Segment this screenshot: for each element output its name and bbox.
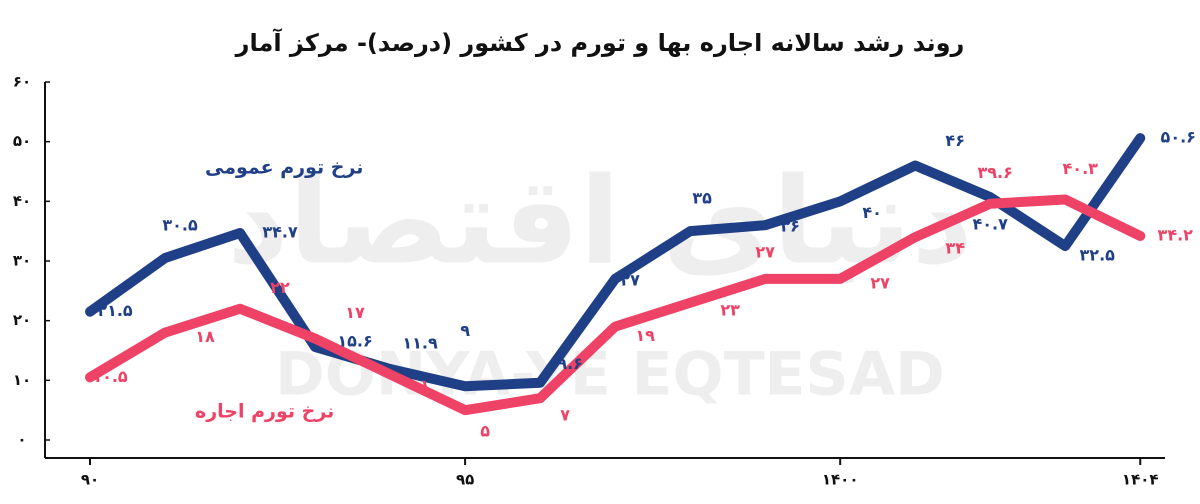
data-label: ۲۷ — [755, 242, 775, 261]
data-label: ۱۵.۶ — [337, 331, 372, 350]
y-tick-label: ۶۰ — [13, 73, 31, 91]
data-label: ۱۷ — [345, 303, 365, 322]
x-tick-label: ۹۵ — [456, 471, 474, 489]
data-label: ۵ — [480, 422, 490, 441]
y-tick-label: ۲۰ — [13, 311, 31, 329]
x-tick-label: ۱۴۰۴ — [1122, 471, 1159, 489]
data-label: ۳۴.۲ — [1158, 225, 1194, 244]
data-label: ۲۲ — [270, 278, 290, 297]
y-tick-label: ۳۰ — [13, 252, 31, 270]
data-label: ۲۳ — [720, 300, 740, 319]
series-line — [85, 194, 1146, 416]
data-label: ۳۰.۵ — [162, 216, 198, 235]
data-label: ۳۹.۶ — [978, 163, 1013, 182]
data-label: ۴۰ — [862, 203, 882, 222]
watermark: DONYA-YE EQTESAD — [275, 340, 945, 410]
y-tick-label: ۱۰ — [13, 371, 31, 389]
x-tick-label: ۱۴۰۰ — [822, 471, 859, 489]
data-label: ۷ — [560, 406, 570, 425]
data-label: ۱۱ — [410, 376, 430, 395]
data-label: ۴۰.۳ — [1063, 159, 1099, 178]
y-tick-label: ۰ — [17, 431, 26, 449]
data-label: ۱۹ — [635, 326, 655, 345]
data-label: ۳۶ — [780, 217, 800, 236]
data-label: ۵۰.۶ — [1161, 128, 1196, 147]
data-label: ۲۷ — [870, 273, 890, 292]
data-label: ۳۲.۵ — [1080, 246, 1116, 265]
data-label: ۱۰.۵ — [92, 367, 128, 386]
data-label: ۱۱.۹ — [402, 333, 438, 352]
data-label: ۴۶ — [945, 131, 965, 150]
data-label: ۳۴.۷ — [262, 222, 298, 241]
data-label: ۲۱.۵ — [97, 301, 133, 320]
data-label: ۴۰.۷ — [973, 215, 1009, 234]
data-label: ۳۵ — [692, 189, 712, 208]
data-label: ۱۸ — [195, 327, 215, 346]
data-label: ۳۴ — [945, 239, 965, 258]
data-label: ۲۷ — [620, 270, 640, 289]
legend-label: نرخ تورم اجاره — [195, 401, 334, 423]
data-label: ۹.۶ — [557, 354, 583, 373]
legend-label: نرخ تورم عمومی — [205, 157, 363, 179]
y-tick-label: ۵۰ — [13, 132, 31, 150]
data-label: ۹ — [460, 321, 470, 340]
series-line — [85, 133, 1146, 392]
chart-title: روند رشد سالانه اجاره بها و تورم در کشور… — [235, 28, 965, 57]
x-tick-label: ۹۰ — [81, 471, 99, 489]
y-tick-label: ۴۰ — [13, 192, 31, 210]
